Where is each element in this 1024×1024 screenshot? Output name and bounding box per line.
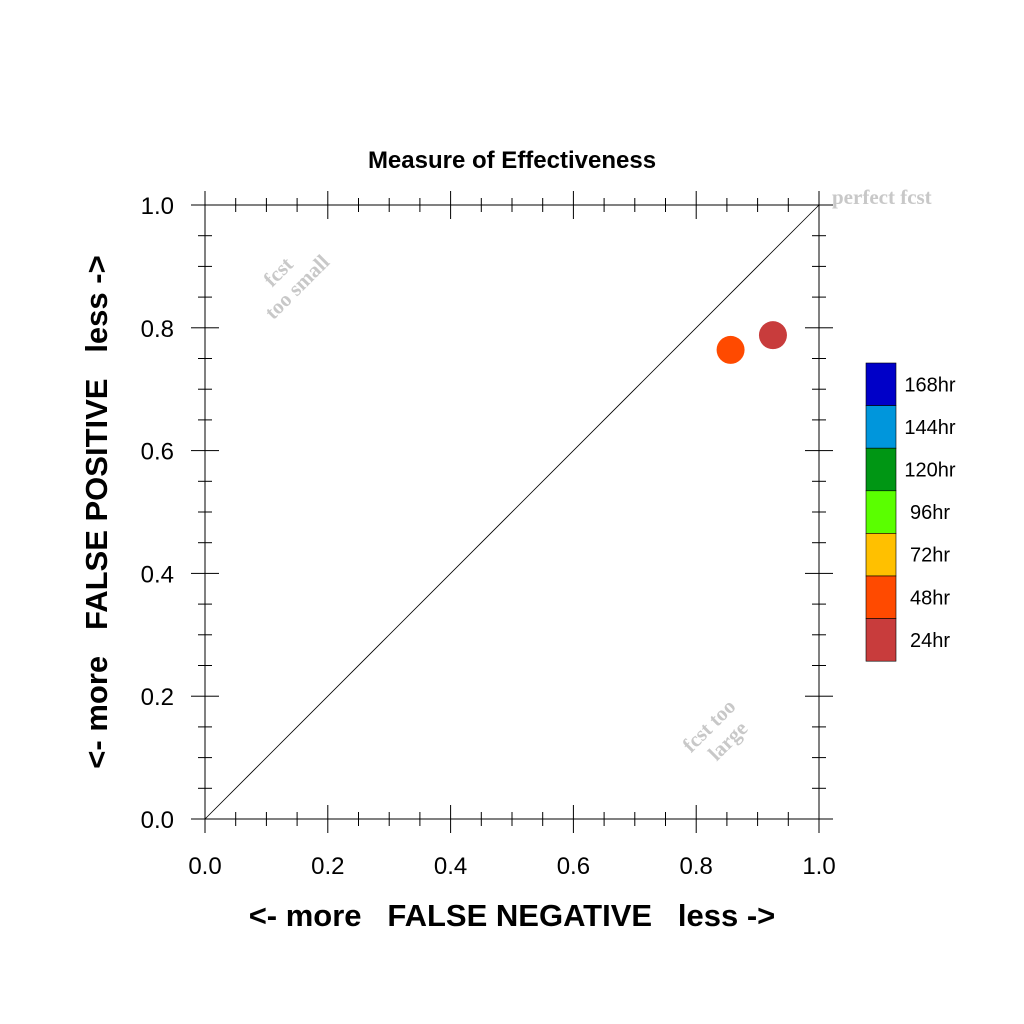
legend-swatch-168hr <box>865 362 897 406</box>
data-points <box>716 321 787 364</box>
point-48hr <box>716 335 745 364</box>
legend-swatch-96hr <box>865 490 897 534</box>
chart-title: Measure of Effectiveness <box>368 147 656 174</box>
x-tick-labels: 0.0 0.2 0.4 0.6 0.8 1.0 <box>188 853 835 880</box>
y-tick-label: 0.0 <box>141 807 174 834</box>
legend-label-24hr: 24hr <box>910 630 950 652</box>
x-tick-label: 1.0 <box>802 853 835 880</box>
legend-swatch-48hr <box>865 575 897 619</box>
y-tick-label: 0.4 <box>141 561 174 588</box>
y-tick-labels: 0.0 0.2 0.4 0.6 0.8 1.0 <box>141 193 174 834</box>
x-tick-label: 0.8 <box>680 853 713 880</box>
legend-label-144hr: 144hr <box>904 417 955 439</box>
legend-label-96hr: 96hr <box>910 502 950 524</box>
annotation-perfect-fcst: perfect fcst <box>832 185 932 209</box>
y-tick-label: 0.8 <box>141 316 174 343</box>
legend-swatch-24hr <box>865 618 897 662</box>
x-tick-label: 0.0 <box>188 853 221 880</box>
diagonal-line <box>204 204 820 820</box>
annotation-too-small: fcst too small <box>243 233 334 324</box>
legend-label-120hr: 120hr <box>904 460 955 482</box>
y-tick-label: 1.0 <box>141 193 174 220</box>
legend-swatch-120hr <box>865 447 897 492</box>
x-tick-label: 0.6 <box>557 853 590 880</box>
legend-label-168hr: 168hr <box>904 374 955 396</box>
legend-swatch-144hr <box>865 405 897 449</box>
legend: 168hr 144hr 120hr 96hr 72hr 48hr 24hr <box>865 362 956 662</box>
legend-label-48hr: 48hr <box>910 587 950 609</box>
y-tick-label: 0.2 <box>141 684 174 711</box>
point-24hr <box>758 321 787 350</box>
x-tick-label: 0.4 <box>434 853 467 880</box>
axis-ticks <box>191 191 833 833</box>
x-axis-label: <- more FALSE NEGATIVE less -> <box>249 898 776 933</box>
annotation-too-large: fcst too large <box>678 691 761 774</box>
y-axis-label: <- more FALSE POSITIVE less -> <box>79 255 114 768</box>
legend-swatch-72hr <box>865 533 897 577</box>
legend-label-72hr: 72hr <box>910 545 950 567</box>
x-tick-label: 0.2 <box>311 853 344 880</box>
y-tick-label: 0.6 <box>141 439 174 466</box>
